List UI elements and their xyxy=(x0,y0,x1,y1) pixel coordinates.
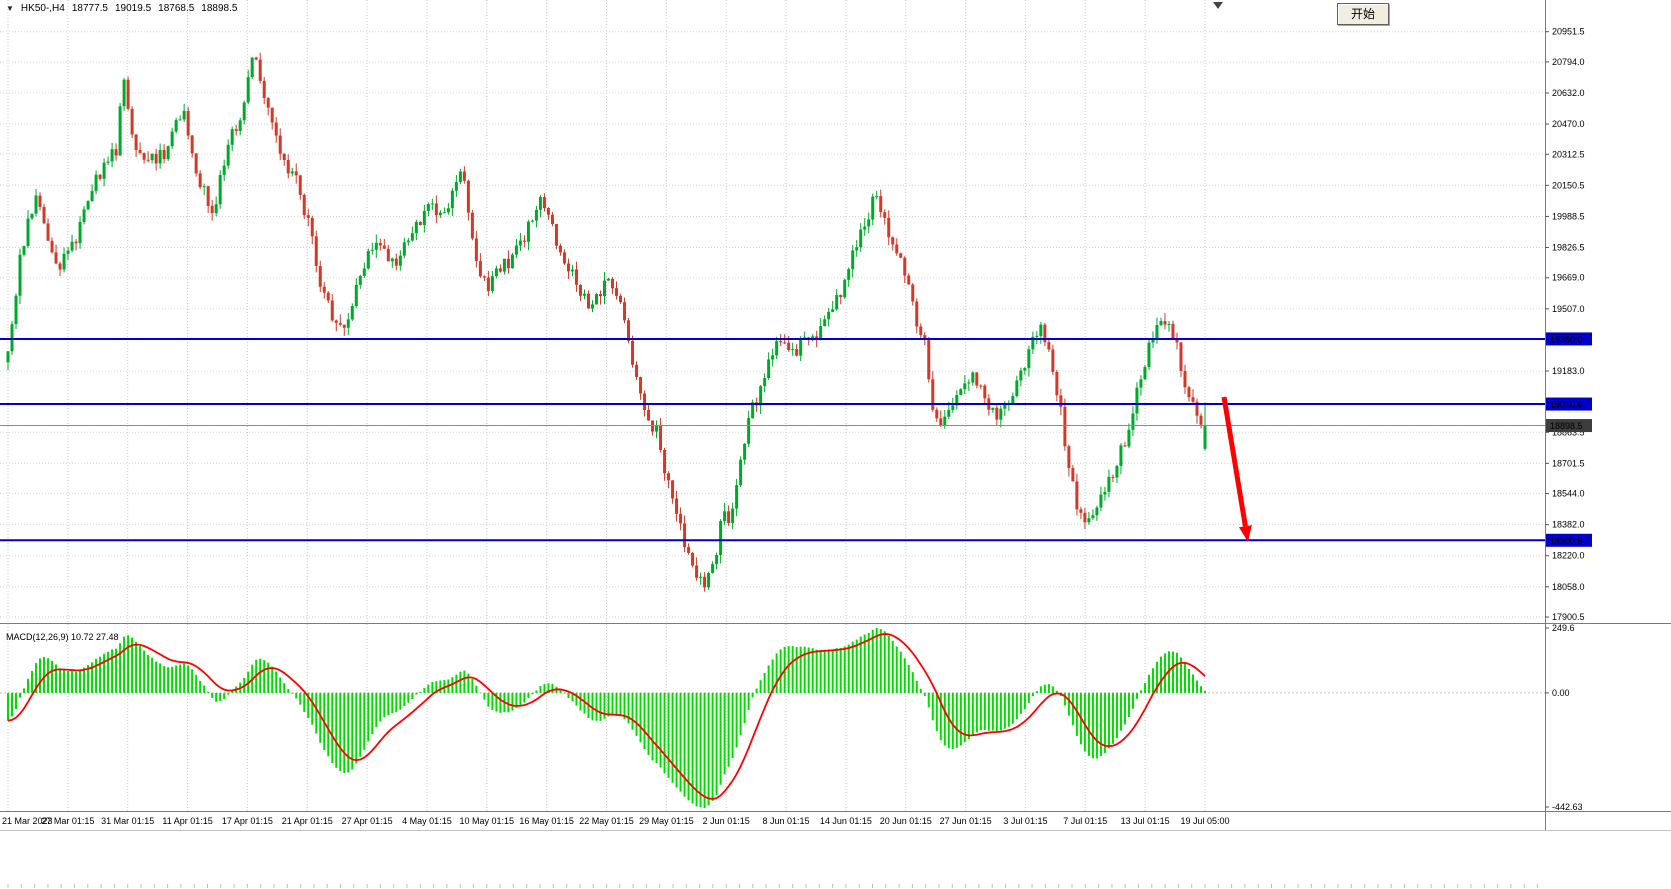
svg-text:MACD(12,26,9) 10.72 27.48: MACD(12,26,9) 10.72 27.48 xyxy=(6,632,119,642)
svg-text:20470.0: 20470.0 xyxy=(1552,119,1585,129)
svg-text:8 Jun 01:15: 8 Jun 01:15 xyxy=(763,816,810,826)
trend-arrow[interactable] xyxy=(1221,396,1252,542)
svg-text:0.00: 0.00 xyxy=(1552,688,1570,698)
chart-info-bar: ▼ HK50-,H4 18777.5 19019.5 18768.5 18898… xyxy=(6,3,237,14)
level-line-19350.0[interactable]: 19350.0 xyxy=(0,332,1592,346)
chart-shift-icon[interactable] xyxy=(1213,2,1223,9)
svg-text:20150.5: 20150.5 xyxy=(1552,180,1585,190)
gridlines xyxy=(0,0,1545,811)
svg-text:20951.5: 20951.5 xyxy=(1552,27,1585,37)
macd-label: MACD(12,26,9) 10.72 27.48 xyxy=(6,632,119,642)
bottom-tick-marks xyxy=(7,884,1538,888)
bid-price-line: 18898.5 xyxy=(0,419,1592,433)
svg-text:21 Apr 01:15: 21 Apr 01:15 xyxy=(282,816,333,826)
svg-text:18544.0: 18544.0 xyxy=(1552,489,1585,499)
ohlc-low: 18768.5 xyxy=(158,3,195,14)
svg-text:18898.5: 18898.5 xyxy=(1550,421,1583,431)
symbol-period: HK50-,H4 xyxy=(20,3,65,14)
svg-text:22 May 01:15: 22 May 01:15 xyxy=(579,816,634,826)
svg-text:18058.0: 18058.0 xyxy=(1552,582,1585,592)
svg-text:18382.0: 18382.0 xyxy=(1552,520,1585,530)
svg-text:7 Jul 01:15: 7 Jul 01:15 xyxy=(1063,816,1107,826)
svg-text:27 Jun 01:15: 27 Jun 01:15 xyxy=(940,816,992,826)
macd-signal-line xyxy=(7,633,1206,800)
svg-text:19350.0: 19350.0 xyxy=(1550,334,1583,344)
level-line-18300.5[interactable]: 18300.5 xyxy=(0,533,1592,547)
ohlc-open: 18777.5 xyxy=(71,3,108,14)
svg-text:14 Jun 01:15: 14 Jun 01:15 xyxy=(820,816,872,826)
svg-text:18863.5: 18863.5 xyxy=(1552,427,1585,437)
svg-text:19988.5: 19988.5 xyxy=(1552,211,1585,221)
svg-text:27 Mar 01:15: 27 Mar 01:15 xyxy=(41,816,94,826)
svg-text:16 May 01:15: 16 May 01:15 xyxy=(519,816,574,826)
svg-text:10 May 01:15: 10 May 01:15 xyxy=(460,816,515,826)
svg-text:27 Apr 01:15: 27 Apr 01:15 xyxy=(342,816,393,826)
svg-text:11 Apr 01:15: 11 Apr 01:15 xyxy=(162,816,212,826)
macd-indicator xyxy=(0,628,1545,808)
svg-text:2 Jun 01:15: 2 Jun 01:15 xyxy=(703,816,750,826)
price-axis: 20951.5 20794.0 20632.0 20470.0 20312.5 20150… xyxy=(1545,27,1585,622)
svg-text:20312.5: 20312.5 xyxy=(1552,149,1585,159)
svg-text:18701.5: 18701.5 xyxy=(1552,458,1585,468)
svg-text:13 Jul 01:15: 13 Jul 01:15 xyxy=(1121,816,1170,826)
svg-text:17 Apr 01:15: 17 Apr 01:15 xyxy=(222,816,273,826)
svg-text:18300.5: 18300.5 xyxy=(1550,536,1583,546)
svg-text:19826.5: 19826.5 xyxy=(1552,243,1585,253)
svg-text:4 May 01:15: 4 May 01:15 xyxy=(402,816,452,826)
svg-text:20 Jun 01:15: 20 Jun 01:15 xyxy=(880,816,932,826)
svg-text:19183.0: 19183.0 xyxy=(1552,366,1585,376)
macd-axis: 249.6 0.00 -442.63 xyxy=(1545,623,1583,812)
svg-text:3 Jul 01:15: 3 Jul 01:15 xyxy=(1003,816,1047,826)
svg-text:17900.5: 17900.5 xyxy=(1552,612,1585,622)
svg-text:19010.6: 19010.6 xyxy=(1550,400,1583,410)
svg-text:19507.0: 19507.0 xyxy=(1552,304,1585,314)
svg-text:18220.0: 18220.0 xyxy=(1552,551,1585,561)
svg-text:20632.0: 20632.0 xyxy=(1552,88,1585,98)
svg-text:19669.0: 19669.0 xyxy=(1552,273,1585,283)
start-button[interactable]: 开始 xyxy=(1337,3,1389,25)
candlestick-series xyxy=(6,52,1207,592)
svg-text:249.6: 249.6 xyxy=(1552,623,1575,633)
svg-text:31 Mar 01:15: 31 Mar 01:15 xyxy=(101,816,154,826)
svg-text:20794.0: 20794.0 xyxy=(1552,57,1585,67)
svg-text:29 May 01:15: 29 May 01:15 xyxy=(639,816,694,826)
level-line-19010.6[interactable]: 19010.6 xyxy=(0,397,1592,411)
ohlc-high: 19019.5 xyxy=(114,3,152,14)
svg-text:21 Mar 2023: 21 Mar 2023 xyxy=(2,816,53,826)
svg-text:-442.63: -442.63 xyxy=(1552,802,1583,812)
ohlc-close: 18898.5 xyxy=(201,3,238,14)
bearish-triangle-icon: ▼ xyxy=(6,3,14,13)
svg-text:19 Jul 05:00: 19 Jul 05:00 xyxy=(1180,816,1229,826)
